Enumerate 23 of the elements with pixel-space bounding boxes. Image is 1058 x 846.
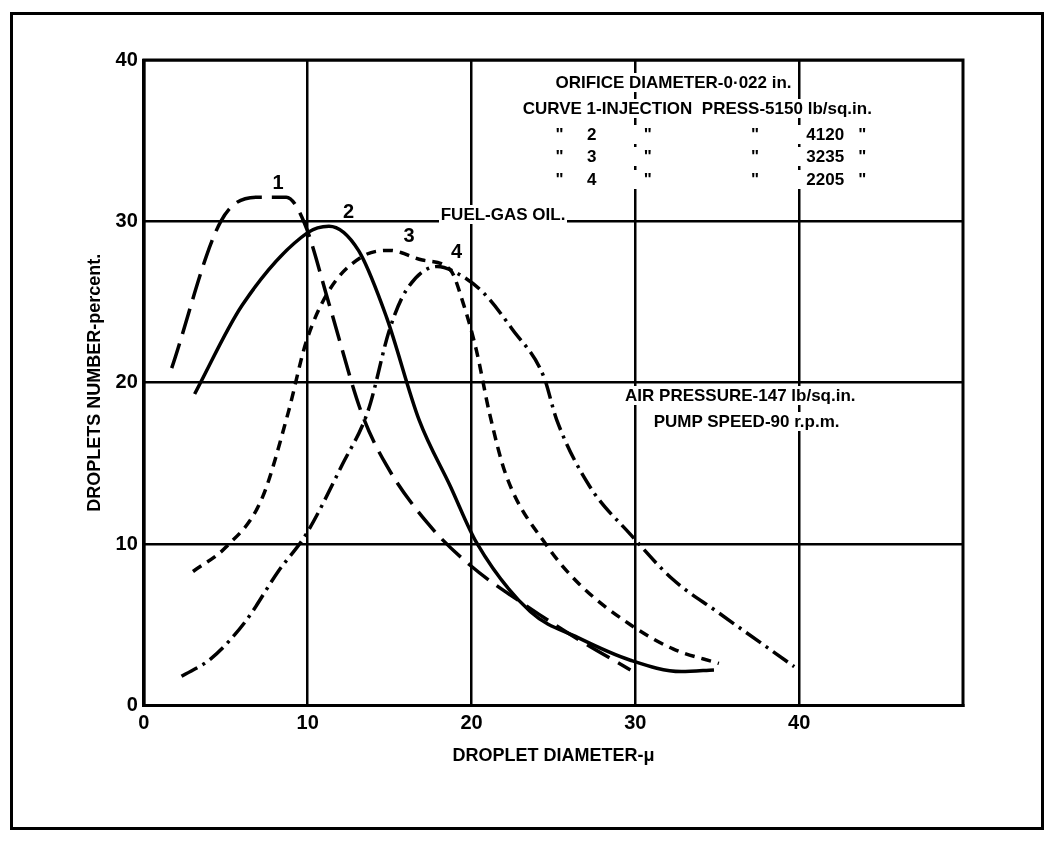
series-label: 3: [403, 223, 415, 246]
x-tick-label: 10: [296, 710, 319, 733]
annotation: " 4 " " 2205 ": [553, 169, 869, 189]
annotation: AIR PRESSURE-147 lb/sq.in.: [623, 385, 858, 405]
annotation: " 3 " " 3235 ": [553, 147, 869, 167]
y-axis-title: DROPLETS NUMBER-percent.: [83, 253, 104, 512]
annotation: ORIFICE DIAMETER-0·022 in.: [553, 72, 794, 92]
annotation: CURVE 1-INJECTION PRESS-5150 lb/sq.in.: [520, 98, 874, 118]
annotation: FUEL-GAS OIL.: [438, 205, 568, 225]
y-tick-label: 40: [115, 47, 138, 70]
x-tick-label: 40: [788, 710, 811, 733]
y-tick-label: 10: [115, 531, 138, 554]
x-axis-title: DROPLET DIAMETER-μ: [452, 745, 655, 766]
annotation: PUMP SPEED-90 r.p.m.: [651, 411, 842, 431]
series-label: 2: [342, 199, 355, 222]
annotation: " 2 " " 4120 ": [553, 124, 869, 144]
series-label: 1: [272, 170, 284, 193]
y-tick-label: 30: [115, 208, 138, 231]
series-label: 4: [451, 240, 464, 263]
x-tick-label: 30: [624, 710, 647, 733]
x-tick-label: 20: [460, 710, 483, 733]
y-tick-label: 0: [126, 692, 138, 715]
y-tick-label: 20: [115, 370, 138, 393]
